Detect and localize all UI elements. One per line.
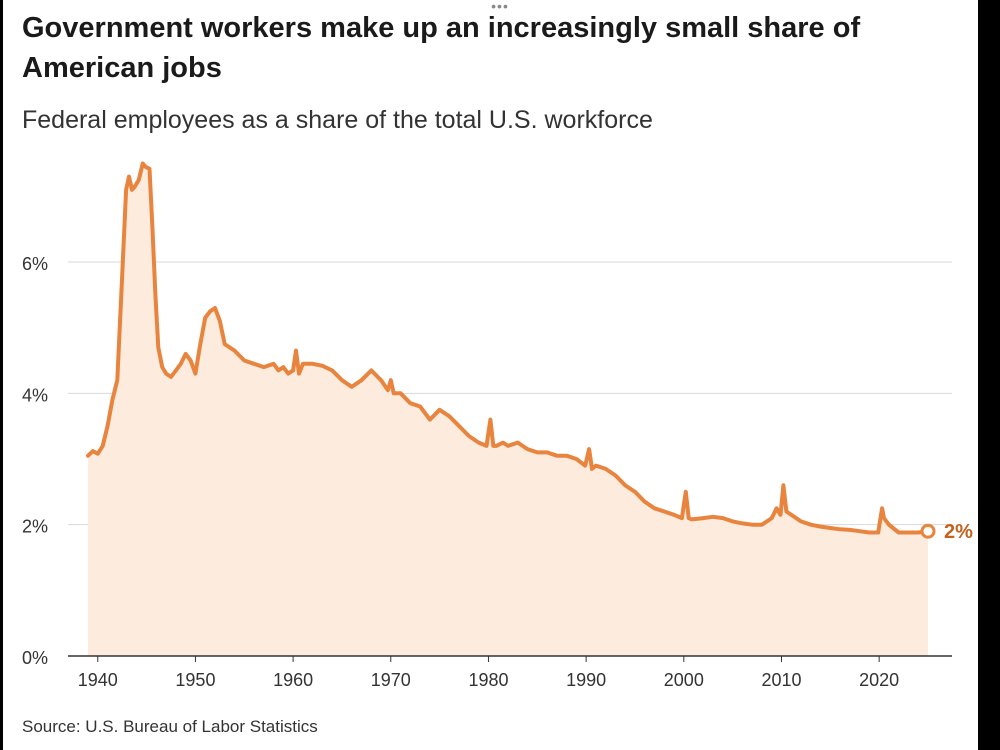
source-note: Source: U.S. Bureau of Labor Statistics xyxy=(22,717,318,736)
y-tick-label: 0% xyxy=(22,648,48,668)
series-line xyxy=(86,161,930,535)
frame-right-border xyxy=(978,0,1000,750)
y-tick-label: 2% xyxy=(22,517,48,537)
x-tick-label: 1960 xyxy=(273,670,313,690)
end-point-marker xyxy=(920,523,936,539)
x-tick-label: 1940 xyxy=(78,670,118,690)
drag-handle-icon[interactable]: ••• xyxy=(491,0,509,14)
x-tick-label: 2000 xyxy=(664,670,704,690)
chart-title: Government workers make up an increasing… xyxy=(22,12,861,84)
chart-subtitle: Federal employees as a share of the tota… xyxy=(22,106,653,134)
x-tick-label: 2020 xyxy=(859,670,899,690)
x-tick-label: 1990 xyxy=(566,670,606,690)
x-tick-label: 1970 xyxy=(371,670,411,690)
x-tick-label: 1980 xyxy=(468,670,508,690)
chart-area: 0% 2% 4% 6% 1940 1950 1960 1970 1980 1990 2000 2010… xyxy=(22,161,973,690)
x-tick-label: 1950 xyxy=(175,670,215,690)
series-area-fill xyxy=(88,163,928,656)
y-tick-label: 4% xyxy=(22,385,48,405)
y-tick-label: 6% xyxy=(22,254,48,274)
end-value-label: 2% xyxy=(944,521,973,543)
frame-left-border xyxy=(0,0,3,750)
x-tick-label: 2010 xyxy=(761,670,801,690)
